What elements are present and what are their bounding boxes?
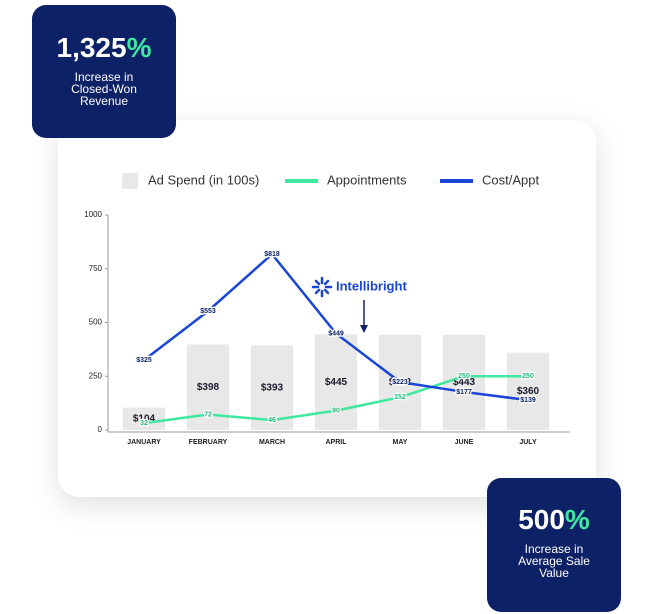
logo-icon	[311, 276, 333, 298]
callout-value: 500%	[518, 504, 590, 535]
point-label: $818	[264, 251, 280, 258]
x-tick-label: JANUARY	[127, 439, 161, 446]
y-tick-label: 250	[89, 371, 103, 380]
point-label: 250	[522, 373, 534, 380]
bar	[443, 334, 485, 430]
point-label: $325	[136, 357, 152, 364]
x-tick-label: JUNE	[455, 439, 474, 446]
point-label: $449	[328, 330, 344, 337]
bar	[507, 352, 549, 430]
callout-box	[487, 478, 621, 612]
point-label: $177	[456, 389, 472, 396]
point-label: $139	[520, 397, 536, 404]
callout-value: 1,325%	[57, 32, 152, 63]
y-tick-label: 750	[89, 264, 103, 273]
bar-label: $360	[517, 386, 540, 397]
legend-label: Cost/Appt	[482, 172, 539, 187]
callout-caption: Average Sale	[518, 554, 590, 568]
x-tick-label: APRIL	[326, 439, 348, 446]
line	[143, 375, 528, 425]
annotation: Intellibright	[311, 276, 407, 333]
point-label: 90	[332, 407, 340, 414]
callout-caption: Closed-Won	[71, 82, 137, 96]
x-tick-label: FEBRUARY	[189, 439, 228, 446]
bar	[123, 407, 165, 430]
callout-caption: Value	[539, 566, 569, 580]
legend-label: Appointments	[327, 172, 407, 187]
bar	[315, 334, 357, 430]
x-tick-label: MARCH	[259, 439, 285, 446]
y-tick-label: 500	[89, 318, 103, 327]
callout-1: 1,325%	[32, 5, 176, 138]
x-tick-label: MAY	[393, 439, 408, 446]
x-tick-label: JULY	[519, 439, 537, 446]
callout-number: 500	[518, 504, 565, 535]
callout-number: 1,325	[57, 32, 127, 63]
callout-caption: Revenue	[80, 94, 128, 108]
bar-label: $398	[197, 382, 220, 393]
callout-unit: %	[127, 32, 152, 63]
bar	[251, 345, 293, 430]
callout-caption: Increase in	[75, 70, 134, 84]
legend-swatch	[122, 173, 138, 189]
bar-label: $393	[261, 382, 284, 393]
y-tick-label: 0	[98, 425, 103, 434]
line	[143, 252, 529, 402]
legend-label: Ad Spend (in 100s)	[148, 172, 259, 187]
arrow-head	[360, 325, 368, 333]
point-label: 250	[458, 373, 470, 380]
point-label: $223	[392, 379, 408, 386]
bar-label: $445	[325, 377, 348, 388]
point-label: $553	[200, 308, 216, 315]
point-label: 32	[140, 420, 148, 427]
bar-label: $104	[133, 413, 156, 424]
y-tick-label: 1000	[84, 210, 102, 219]
point-label: 152	[394, 394, 406, 401]
annotation-text: Intellibright	[336, 278, 407, 293]
callout-box	[32, 5, 176, 138]
callout-2: 500%	[487, 478, 621, 612]
callout-unit: %	[565, 504, 590, 535]
bar-label: $443	[453, 377, 476, 388]
point-label: 72	[204, 411, 212, 418]
point-label: 46	[268, 417, 276, 424]
callout-caption: Increase in	[525, 542, 584, 556]
